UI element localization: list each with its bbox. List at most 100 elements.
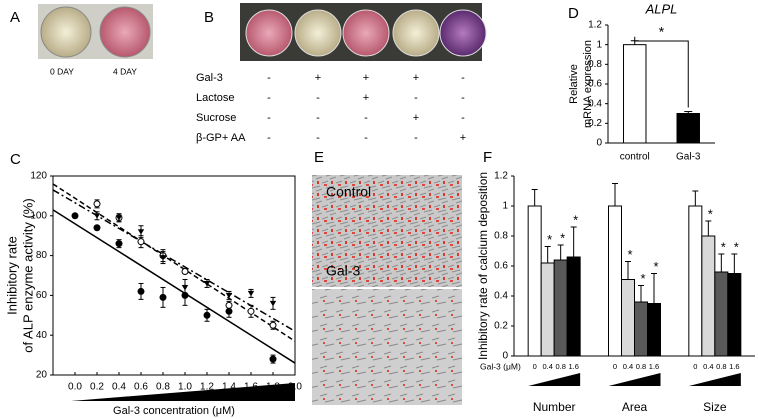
y-tick-label: 0.2 <box>588 118 602 129</box>
error-bar <box>625 261 631 280</box>
point <box>93 200 101 208</box>
x-tick-label: control <box>620 152 650 163</box>
sign: + <box>363 92 369 104</box>
point <box>115 240 123 248</box>
bar <box>608 205 622 357</box>
point <box>137 238 145 246</box>
y-tick-label: 1 <box>502 201 508 212</box>
row-label: Lactose <box>196 92 235 104</box>
panel-label: B <box>204 9 214 26</box>
x-tick-label: 1.0 <box>178 382 192 393</box>
significance: * <box>659 24 665 40</box>
y-axis-label: Relative <box>568 64 580 104</box>
significance: * <box>640 271 645 286</box>
point <box>181 284 189 291</box>
bar <box>553 259 568 357</box>
point <box>225 292 233 299</box>
sign: - <box>414 132 418 144</box>
sign: - <box>316 112 320 124</box>
y-axis-label: Inhibitory rate <box>4 236 19 315</box>
photo-b <box>240 3 487 61</box>
sign: + <box>363 72 369 84</box>
significance: * <box>560 230 565 245</box>
y-tick-label: 0.8 <box>588 59 602 70</box>
panel-label: F <box>483 149 492 166</box>
x-tick-label: Gal-3 <box>676 152 701 163</box>
error-bar <box>692 190 699 206</box>
y-tick-label: 0.4 <box>494 291 508 302</box>
bar <box>727 273 742 357</box>
significance: * <box>708 206 713 221</box>
point <box>247 290 255 297</box>
point <box>71 212 79 220</box>
group-label: Area <box>622 400 648 414</box>
row-label: Gal-3 <box>196 72 223 84</box>
y-tick-label: 0.2 <box>494 321 508 332</box>
ramp <box>528 373 581 386</box>
bar <box>566 256 581 357</box>
photo-caption: 4 DAY <box>113 66 137 76</box>
fit-line <box>52 189 296 332</box>
significance: * <box>653 259 658 274</box>
bar <box>676 113 700 144</box>
y-tick-label: 1.2 <box>494 171 508 182</box>
treatment-table: Gal-3 - + + + - Lactose - - + - - Sucrose - - - + - β-GP+ … <box>196 72 466 144</box>
y-tick-label: 20 <box>36 370 48 381</box>
bar <box>714 271 729 357</box>
group-label: Number <box>533 400 576 414</box>
sign: - <box>364 112 368 124</box>
point <box>93 213 101 219</box>
series-label: 1.6 <box>568 362 578 371</box>
error-bar <box>705 220 712 236</box>
y-tick-label: 100 <box>30 210 47 221</box>
sign: + <box>413 112 419 124</box>
series-label: 0.4 <box>703 362 713 371</box>
y-tick-label: 1.2 <box>588 20 602 31</box>
y-tick-label: 120 <box>30 171 47 182</box>
fit-line <box>52 183 296 342</box>
significance: * <box>721 239 726 254</box>
significance: * <box>573 212 578 227</box>
bar <box>527 205 542 357</box>
point <box>115 215 123 221</box>
y-tick-label: 60 <box>36 290 48 301</box>
bar <box>688 205 703 357</box>
error-bar <box>570 226 577 257</box>
x-tick-label: 0.8 <box>156 382 170 393</box>
sign: - <box>461 92 465 104</box>
point <box>159 293 167 301</box>
panel-label: A <box>10 9 20 26</box>
sign: - <box>267 72 271 84</box>
bar <box>647 303 661 357</box>
series-label: 1.6 <box>729 362 739 371</box>
sign: - <box>461 72 465 84</box>
y-axis-label: Inhibitory rate of calcium deposition <box>476 172 490 360</box>
y-tick-label: 40 <box>36 330 48 341</box>
error-bar <box>684 111 693 114</box>
y-tick-label: 0.8 <box>494 231 508 242</box>
sign: - <box>364 132 368 144</box>
point <box>269 355 277 363</box>
y-tick-label: 0.6 <box>494 261 508 272</box>
error-bar <box>557 244 564 260</box>
significance: * <box>627 247 632 262</box>
ramp <box>688 373 741 386</box>
series-label: 0.8 <box>716 362 726 371</box>
point <box>269 321 277 329</box>
row-label: Sucrose <box>196 112 236 124</box>
bar <box>701 235 716 357</box>
x-tick-label: 2.0 <box>288 382 302 393</box>
charts: D 0 0.2 0.4 0.6 0.8 1 1.2 ALPL Relative mRNA expre… <box>4 1 755 417</box>
error-bar <box>531 189 538 206</box>
plot-frame <box>52 175 296 376</box>
error-bar <box>651 273 657 304</box>
y-tick-label: 0 <box>596 138 602 149</box>
series-label: 0 <box>693 362 697 371</box>
sign: - <box>316 132 320 144</box>
point <box>159 255 167 261</box>
x-tick-label: 0.6 <box>134 382 148 393</box>
y-tick-label: 0.4 <box>588 98 602 109</box>
x-tick-label: 0.0 <box>68 382 82 393</box>
error-bar <box>612 183 618 206</box>
